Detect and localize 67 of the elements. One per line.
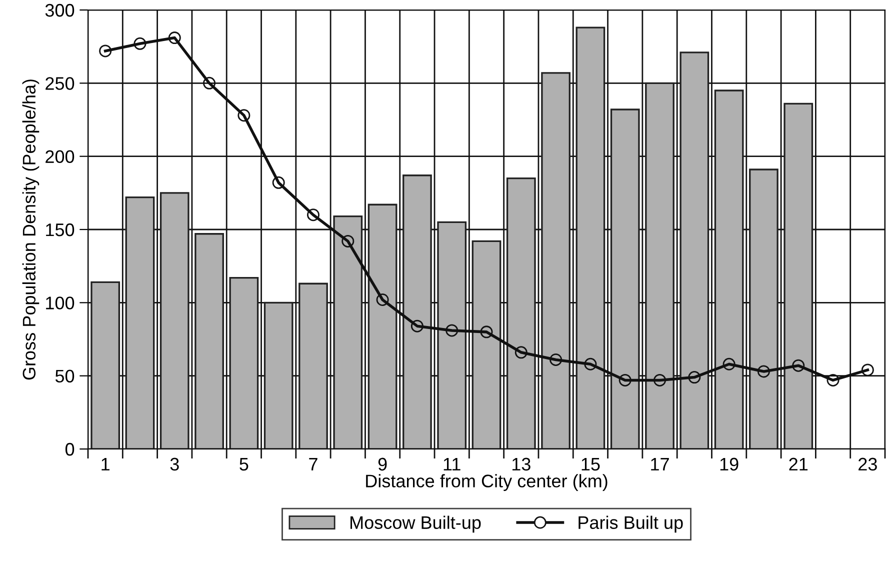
point: [272, 176, 285, 189]
point: [203, 76, 216, 90]
bar: [368, 204, 398, 449]
x-tick-label: 17: [651, 458, 669, 470]
bar: [645, 82, 674, 449]
bar: [333, 215, 363, 449]
x-tick-label: 15: [582, 458, 600, 471]
bar: [402, 174, 432, 449]
point: [514, 346, 528, 359]
point: [168, 32, 181, 44]
x-tick-label: 7: [309, 458, 318, 470]
legend-label: Moscow Built-up: [350, 516, 481, 533]
y-tick-label: 200: [46, 150, 74, 164]
bar: [541, 72, 570, 449]
y-tick-label: 100: [46, 296, 74, 310]
point: [584, 358, 597, 370]
point: [654, 374, 666, 386]
x-axis-title: Distance from City center (km): [366, 474, 608, 491]
x-tick-label: 1: [102, 458, 110, 470]
y-tick-label: 0: [65, 442, 74, 456]
bar: [680, 52, 710, 449]
point: [446, 324, 458, 337]
bar: [749, 168, 778, 449]
point: [688, 371, 701, 384]
point: [134, 37, 146, 50]
point: [792, 359, 805, 372]
point: [618, 374, 632, 386]
bar: [125, 196, 155, 449]
y-tick-label: 300: [45, 4, 74, 17]
y-tick-label: 150: [46, 223, 74, 236]
bar: [576, 26, 606, 449]
point: [306, 208, 320, 222]
x-tick-label: 11: [444, 458, 460, 470]
bar: [160, 192, 190, 449]
point: [826, 374, 840, 386]
bar: [714, 90, 744, 449]
y-tick-label: 50: [55, 370, 74, 383]
x-tick-label: 19: [720, 458, 738, 471]
bar: [610, 108, 640, 449]
point: [550, 353, 562, 366]
x-tick-label: 23: [858, 458, 877, 471]
point: [757, 365, 770, 378]
y-axis-title: Gross Population Density (People/ha): [22, 80, 40, 380]
bar: [264, 302, 294, 449]
x-tick-label: 3: [170, 458, 179, 471]
x-tick-label: 21: [789, 458, 808, 470]
x-tick-label: 9: [378, 458, 387, 471]
legend-label: Paris Built up: [578, 516, 683, 533]
point: [410, 320, 424, 332]
point: [480, 326, 493, 338]
point: [238, 109, 250, 122]
x-tick-label: 5: [240, 458, 248, 471]
bar: [784, 102, 814, 449]
bar: [298, 282, 328, 449]
x-tick-label: 13: [512, 458, 530, 471]
point: [722, 358, 736, 370]
point: [376, 293, 389, 306]
bar: [472, 240, 502, 449]
bar: [437, 221, 467, 449]
point: [342, 234, 354, 248]
bar: [506, 177, 536, 449]
bar: [194, 233, 224, 449]
y-tick-label: 250: [46, 77, 74, 90]
point: [99, 44, 112, 58]
point: [861, 364, 874, 376]
bar: [229, 276, 259, 449]
bar: [90, 281, 120, 449]
